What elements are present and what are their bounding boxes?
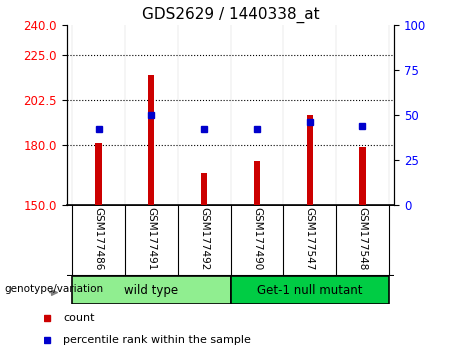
Bar	[95, 143, 102, 205]
Text: GSM177548: GSM177548	[357, 207, 367, 271]
Text: percentile rank within the sample: percentile rank within the sample	[63, 335, 251, 345]
Text: GSM177547: GSM177547	[305, 207, 315, 271]
FancyBboxPatch shape	[72, 276, 230, 304]
Bar	[307, 115, 313, 205]
Text: GSM177492: GSM177492	[199, 207, 209, 271]
Text: GSM177491: GSM177491	[146, 207, 156, 271]
Bar	[201, 173, 207, 205]
Text: GSM177490: GSM177490	[252, 207, 262, 271]
FancyBboxPatch shape	[230, 276, 389, 304]
Text: genotype/variation: genotype/variation	[5, 284, 104, 294]
Text: Get-1 null mutant: Get-1 null mutant	[257, 284, 362, 297]
Text: GSM177486: GSM177486	[94, 207, 104, 271]
Text: count: count	[63, 313, 95, 323]
Bar	[148, 75, 154, 205]
Title: GDS2629 / 1440338_at: GDS2629 / 1440338_at	[142, 7, 319, 23]
Bar	[359, 147, 366, 205]
Bar	[254, 161, 260, 205]
Text: wild type: wild type	[124, 284, 178, 297]
